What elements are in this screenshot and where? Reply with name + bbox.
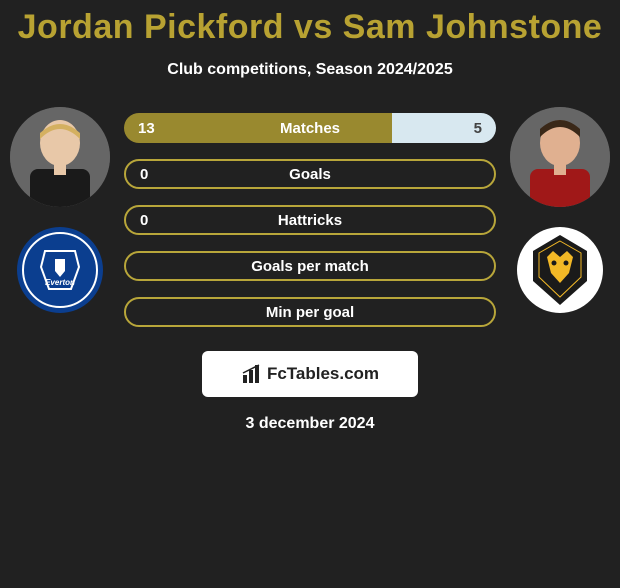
main-row: Everton 13 Matches 5 0 Goals 0 Hattricks Goals … — [10, 107, 610, 343]
bars-icon — [241, 363, 263, 385]
bar-left-value: 0 — [140, 166, 148, 183]
everton-badge-icon: Everton — [17, 227, 103, 313]
bar-right-value: 5 — [474, 120, 482, 137]
wolves-badge-icon — [517, 227, 603, 313]
subtitle: Club competitions, Season 2024/2025 — [10, 61, 610, 79]
bar-fill-left — [124, 113, 392, 143]
bar-label: Min per goal — [266, 304, 354, 321]
left-side: Everton — [10, 107, 110, 313]
stat-bar: Min per goal — [124, 297, 496, 327]
bar-label: Hattricks — [278, 212, 342, 229]
stat-bar: 0 Hattricks — [124, 205, 496, 235]
bar-left-value: 13 — [138, 120, 155, 137]
right-player-avatar — [510, 107, 610, 207]
stat-bar: Goals per match — [124, 251, 496, 281]
bar-left-value: 0 — [140, 212, 148, 229]
person-icon — [510, 107, 610, 207]
stat-bars: 13 Matches 5 0 Goals 0 Hattricks Goals per matc… — [124, 107, 496, 343]
person-icon — [10, 107, 110, 207]
brand-badge[interactable]: FcTables.com — [202, 351, 418, 397]
comparison-card: Jordan Pickford vs Sam Johnstone Club co… — [0, 8, 620, 433]
right-side — [510, 107, 610, 313]
bar-label: Goals per match — [251, 258, 369, 275]
svg-text:Everton: Everton — [45, 278, 75, 287]
left-player-avatar — [10, 107, 110, 207]
stat-bar: 0 Goals — [124, 159, 496, 189]
date-label: 3 december 2024 — [10, 415, 610, 433]
right-club-badge — [517, 227, 603, 313]
page-title: Jordan Pickford vs Sam Johnstone — [10, 8, 610, 47]
bar-label: Goals — [289, 166, 331, 183]
stat-bar: 13 Matches 5 — [124, 113, 496, 143]
bar-label: Matches — [280, 120, 340, 137]
left-club-badge: Everton — [17, 227, 103, 313]
brand-text: FcTables.com — [267, 364, 379, 384]
